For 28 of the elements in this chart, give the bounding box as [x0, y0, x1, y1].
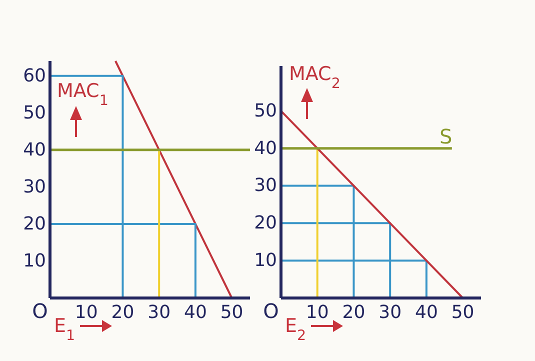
x-tick-label: 20 — [342, 302, 366, 323]
series-label: MAC$_{2}$ — [289, 63, 340, 92]
x-tick-label: 30 — [148, 302, 171, 323]
y-tick-label: 50 — [23, 102, 46, 124]
y-tick-label: 10 — [254, 250, 277, 272]
x-tick-label: 50 — [451, 302, 474, 323]
x-tick-label: 10 — [306, 302, 329, 323]
y-tick-label: 10 — [23, 250, 46, 272]
x-tick-label: 50 — [220, 302, 244, 323]
y-tick-label: 20 — [23, 213, 46, 234]
y-tick-label: 40 — [23, 139, 46, 160]
series-label: MAC$_{1}$ — [57, 80, 108, 109]
ref-line-label: S — [440, 124, 452, 148]
x-tick-label: 10 — [74, 302, 98, 323]
x-tick-label: 40 — [415, 302, 438, 323]
text: O — [32, 299, 48, 323]
text: O — [263, 299, 279, 323]
x-tick-label: 40 — [184, 302, 207, 323]
y-tick-label: 60 — [23, 65, 46, 86]
y-tick-label: 40 — [254, 138, 277, 159]
x-axis-title: E$_{2}$ — [285, 315, 306, 344]
y-tick-label: 30 — [23, 176, 46, 198]
x-tick-label: 30 — [378, 302, 402, 323]
x-axis-title: E$_{1}$ — [54, 315, 76, 344]
y-tick-label: 30 — [254, 175, 277, 196]
y-tick-label: 20 — [254, 212, 277, 234]
x-tick-label: 20 — [111, 302, 134, 323]
y-tick-label: 50 — [254, 100, 277, 122]
